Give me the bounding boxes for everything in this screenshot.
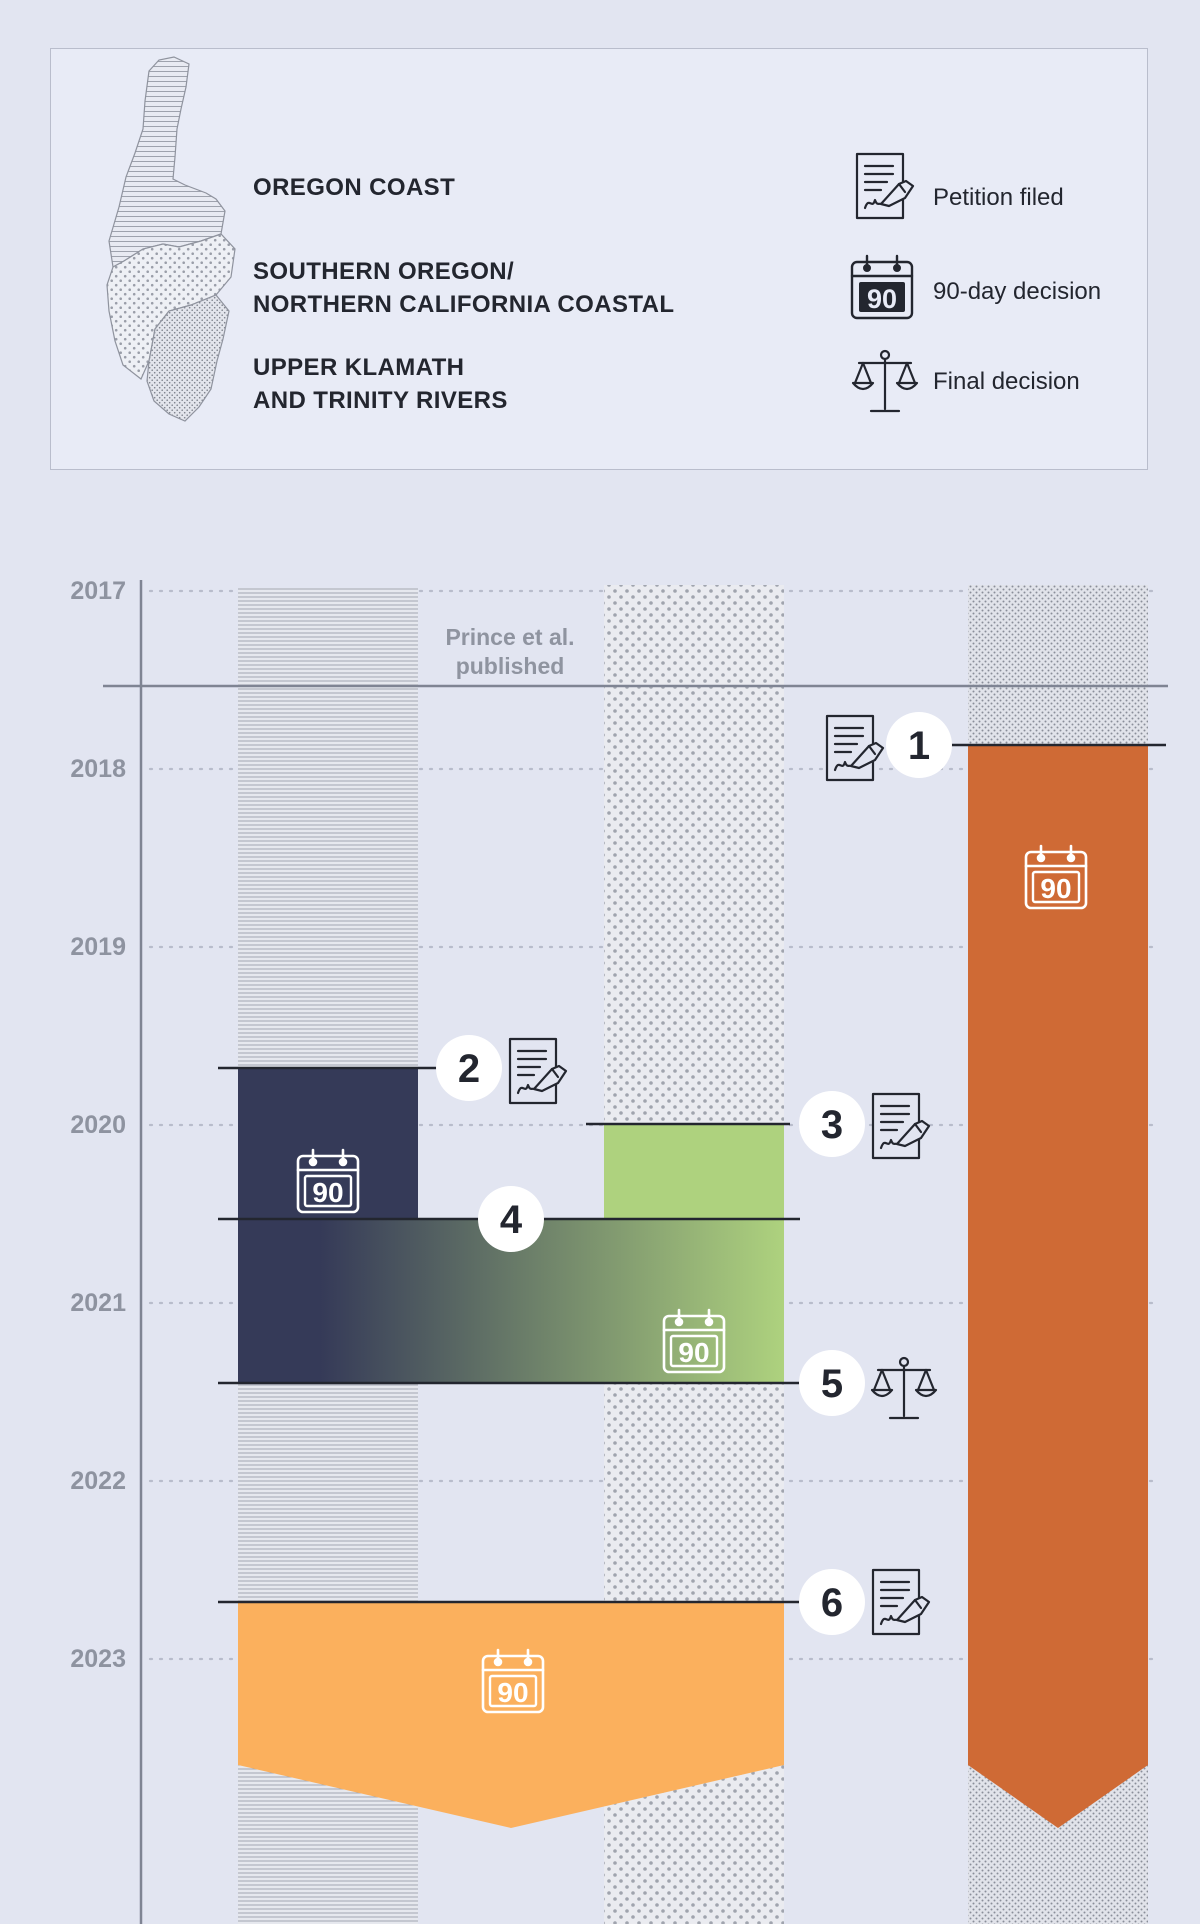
svg-text:90: 90	[867, 284, 897, 314]
petition-document-icon	[508, 1037, 568, 1105]
legend-panel: 90 OREGON COAST SOUTHERN OREGON/ NORTHER…	[50, 48, 1148, 470]
event-number-2: 2	[458, 1047, 480, 1091]
svg-text:90: 90	[312, 1177, 343, 1208]
southern-oregon-bar-3	[604, 1124, 784, 1219]
region-map: 90	[106, 56, 919, 422]
combined-bar-6	[238, 1602, 784, 1828]
petition-document-icon	[871, 1568, 931, 1636]
year-label-2021: 2021	[70, 1289, 126, 1317]
event-number-6: 6	[821, 1581, 843, 1625]
calendar-90-icon: 90	[662, 1308, 726, 1374]
year-label-2018: 2018	[70, 755, 126, 783]
region-label-oregon-coast: OREGON COAST	[253, 174, 456, 201]
key-label-final: Final decision	[933, 368, 1080, 395]
klamath-status-bar	[968, 745, 1148, 1828]
svg-text:90: 90	[678, 1337, 709, 1368]
klamath-trinity-region	[146, 294, 230, 422]
year-label-2020: 2020	[70, 1111, 126, 1139]
event-number-4: 4	[500, 1198, 523, 1242]
region-label-klamath-trinity: UPPER KLAMATH AND TRINITY RIVERS	[253, 354, 508, 414]
petition-document-icon	[871, 1092, 931, 1160]
event-number-5: 5	[821, 1362, 843, 1406]
year-label-2017: 2017	[70, 577, 126, 605]
calendar-90-icon: 90	[296, 1148, 360, 1214]
calendar-90-icon: 90	[481, 1648, 545, 1714]
petition-document-icon	[855, 152, 915, 220]
svg-text:90: 90	[1040, 873, 1071, 904]
calendar-90-icon: 90	[850, 254, 914, 320]
key-label-90-day: 90-day decision	[933, 278, 1102, 305]
year-label-2023: 2023	[70, 1645, 126, 1673]
region-label-southern-oregon: SOUTHERN OREGON/ NORTHERN CALIFORNIA COA…	[253, 258, 675, 318]
event-number-1: 1	[908, 724, 930, 768]
event-number-3: 3	[821, 1103, 843, 1147]
year-label-2019: 2019	[70, 933, 126, 961]
scales-icon	[851, 349, 919, 413]
scales-icon	[870, 1356, 938, 1420]
prince-published-annotation: Prince et al. published	[445, 624, 575, 679]
petition-document-icon	[825, 714, 885, 782]
calendar-90-icon: 90	[1024, 844, 1088, 910]
year-label-2022: 2022	[70, 1467, 126, 1495]
svg-text:90: 90	[497, 1677, 528, 1708]
key-label-petition: Petition filed	[933, 184, 1064, 211]
oregon-coast-bar-2	[238, 1068, 418, 1220]
